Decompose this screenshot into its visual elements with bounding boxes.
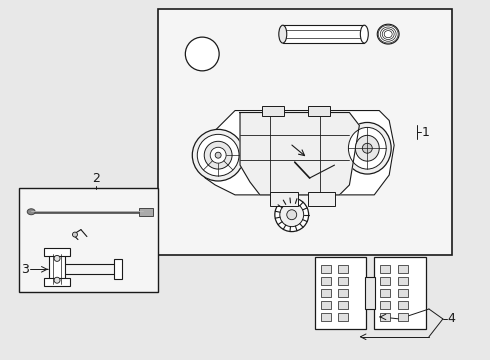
Bar	[308, 192, 336, 206]
Ellipse shape	[343, 122, 391, 174]
Bar	[380, 301, 390, 309]
Bar	[380, 265, 390, 273]
Bar	[398, 301, 408, 309]
Bar	[339, 265, 348, 273]
Bar	[366, 277, 375, 309]
Text: 2: 2	[92, 172, 100, 185]
Bar	[283, 25, 365, 43]
Text: 3: 3	[22, 263, 29, 276]
Ellipse shape	[54, 255, 60, 261]
Text: 4: 4	[448, 312, 456, 325]
Bar	[339, 301, 348, 309]
Bar	[320, 265, 331, 273]
Ellipse shape	[355, 135, 379, 161]
Text: 1: 1	[422, 126, 430, 139]
Polygon shape	[240, 113, 359, 195]
Ellipse shape	[199, 51, 205, 57]
Bar	[44, 248, 70, 256]
Ellipse shape	[210, 147, 226, 163]
Bar	[320, 301, 331, 309]
Bar	[320, 313, 331, 321]
Ellipse shape	[279, 25, 287, 43]
Bar	[339, 289, 348, 297]
Bar	[262, 105, 284, 116]
Bar	[19, 188, 158, 292]
Ellipse shape	[348, 127, 386, 169]
Bar	[380, 313, 390, 321]
Bar	[270, 192, 298, 206]
Bar	[339, 313, 348, 321]
Ellipse shape	[215, 152, 221, 158]
Bar	[339, 277, 348, 285]
Bar	[398, 277, 408, 285]
Bar	[398, 289, 408, 297]
Bar	[308, 105, 329, 116]
Bar	[44, 278, 70, 286]
Bar	[114, 260, 122, 279]
Ellipse shape	[280, 203, 304, 227]
Ellipse shape	[362, 143, 372, 153]
Ellipse shape	[275, 198, 309, 231]
Bar	[315, 257, 367, 329]
Bar	[139, 208, 152, 216]
Bar	[158, 9, 452, 255]
Bar	[380, 277, 390, 285]
Bar	[398, 313, 408, 321]
Polygon shape	[196, 111, 394, 195]
Ellipse shape	[54, 277, 60, 283]
Bar	[320, 277, 331, 285]
Ellipse shape	[185, 37, 219, 71]
Ellipse shape	[287, 210, 297, 220]
Ellipse shape	[192, 129, 244, 181]
Bar	[49, 255, 65, 284]
Ellipse shape	[360, 25, 368, 43]
Ellipse shape	[377, 24, 399, 44]
Ellipse shape	[73, 232, 77, 237]
Bar	[398, 265, 408, 273]
Ellipse shape	[204, 141, 232, 169]
Bar	[380, 289, 390, 297]
Bar	[374, 257, 426, 329]
Ellipse shape	[197, 134, 239, 176]
Bar	[320, 289, 331, 297]
Ellipse shape	[27, 209, 35, 215]
